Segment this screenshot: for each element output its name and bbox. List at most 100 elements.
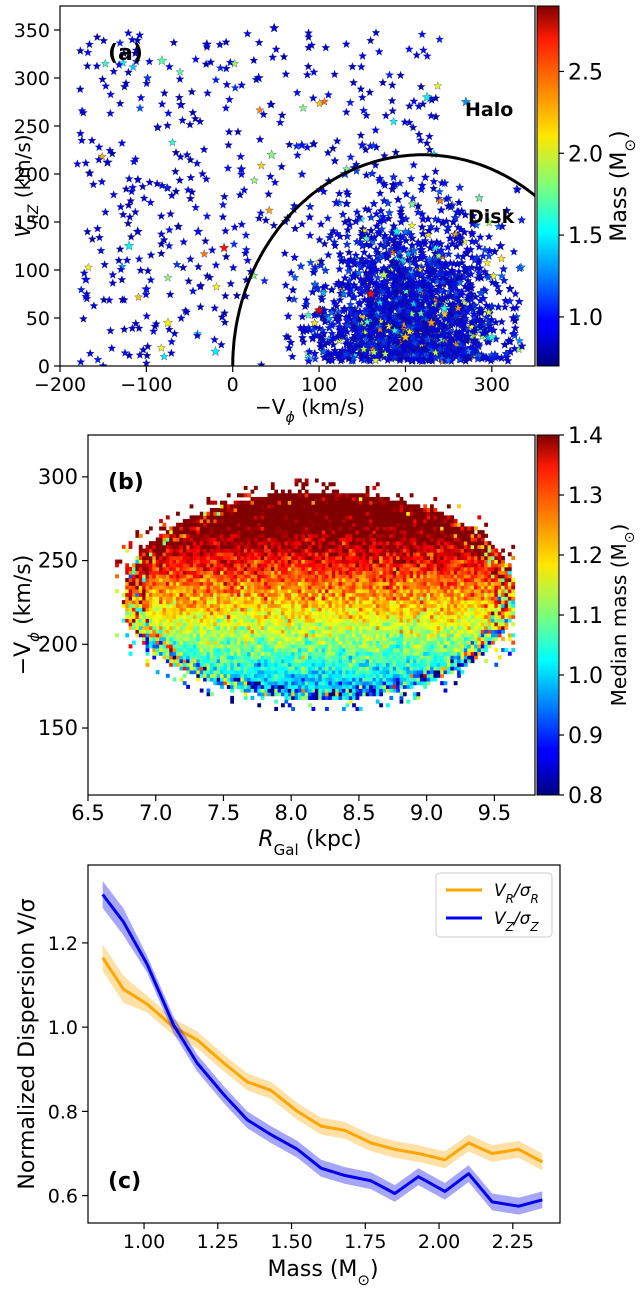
heat-cell <box>230 541 234 545</box>
heat-cell <box>179 630 183 634</box>
heat-cell <box>203 593 207 597</box>
heat-cell <box>183 523 187 527</box>
heat-cell <box>200 607 204 611</box>
heat-cell <box>129 615 133 619</box>
heat-cell <box>234 655 238 659</box>
star-point <box>402 190 410 198</box>
heat-cell <box>159 652 163 656</box>
heat-cell <box>176 655 180 659</box>
heat-cell <box>149 589 153 593</box>
heat-cell <box>139 556 143 560</box>
heat-cell <box>149 626 153 630</box>
heat-cell <box>135 556 139 560</box>
heat-cell <box>196 600 200 604</box>
heat-cell <box>200 655 204 659</box>
heat-cell <box>132 615 136 619</box>
heat-cell <box>217 626 221 630</box>
heat-cell <box>200 552 204 556</box>
heat-cell <box>240 670 244 674</box>
heat-cell <box>203 637 207 641</box>
heat-cell <box>139 578 143 582</box>
heat-cell <box>156 637 160 641</box>
heat-cell <box>193 633 197 637</box>
star-sample-32 <box>496 241 506 250</box>
heat-cell <box>183 585 187 589</box>
heat-cell <box>173 537 177 541</box>
heat-cell <box>152 567 156 571</box>
heat-cell <box>166 630 170 634</box>
heat-cell <box>163 582 167 586</box>
heat-cell <box>115 633 119 637</box>
star-point <box>476 233 484 241</box>
heat-cell <box>210 630 214 634</box>
heat-cell <box>210 523 214 527</box>
heat-cell <box>135 589 139 593</box>
heat-cell <box>132 563 136 567</box>
heat-cell <box>163 589 167 593</box>
heat-cell <box>217 655 221 659</box>
star-point <box>226 95 234 103</box>
heat-cell <box>210 648 214 652</box>
heat-cell <box>203 670 207 674</box>
heat-cell <box>223 578 227 582</box>
heat-cell <box>159 600 163 604</box>
heat-cell <box>196 530 200 534</box>
star-point <box>188 88 196 96</box>
heat-cell <box>139 567 143 571</box>
heat-cell <box>190 578 194 582</box>
heat-cell <box>203 648 207 652</box>
heat-cell <box>237 626 241 630</box>
heat-cell <box>139 574 143 578</box>
heat-cell <box>203 519 207 523</box>
star-point <box>512 290 520 298</box>
heat-cell <box>156 567 160 571</box>
star-point <box>125 175 133 183</box>
heat-cell <box>156 552 160 556</box>
heat-cell <box>156 596 160 600</box>
star-point <box>359 52 367 60</box>
heat-cell <box>203 655 207 659</box>
heat-cell <box>223 545 227 549</box>
heat-cell <box>169 545 173 549</box>
heat-cell <box>230 508 234 512</box>
heat-cell <box>210 519 214 523</box>
heat-cell <box>196 552 200 556</box>
heat-cell <box>183 637 187 641</box>
star-point <box>234 128 242 136</box>
heat-cell <box>227 523 231 527</box>
heat-cell <box>159 582 163 586</box>
heat-cell <box>196 560 200 564</box>
heat-cell <box>179 655 183 659</box>
heat-cell <box>176 644 180 648</box>
star-point <box>250 56 258 64</box>
heat-cell <box>183 519 187 523</box>
heat-cell <box>132 622 136 626</box>
star-point <box>257 361 265 369</box>
heat-cell <box>149 593 153 597</box>
heat-cell <box>169 530 173 534</box>
heat-cell <box>139 552 143 556</box>
star-point <box>516 264 524 272</box>
heat-cell <box>207 549 211 553</box>
heat-cell <box>196 556 200 560</box>
heat-cell <box>230 644 234 648</box>
heat-cell <box>159 560 163 564</box>
heat-cell <box>227 582 231 586</box>
heat-cell <box>220 674 224 678</box>
heat-cell <box>234 504 238 508</box>
heat-cell <box>163 545 167 549</box>
star-point <box>123 256 131 264</box>
star-point <box>294 151 302 159</box>
star-point <box>153 180 161 188</box>
heat-cell <box>156 582 160 586</box>
star-point <box>164 121 172 129</box>
star-point <box>100 37 108 45</box>
heat-cell <box>190 549 194 553</box>
heat-cell <box>190 567 194 571</box>
heat-cell <box>146 633 150 637</box>
heat-cell <box>176 582 180 586</box>
star-point <box>116 245 124 253</box>
star-point <box>186 255 194 263</box>
heat-cell <box>169 571 173 575</box>
heat-cell <box>200 541 204 545</box>
